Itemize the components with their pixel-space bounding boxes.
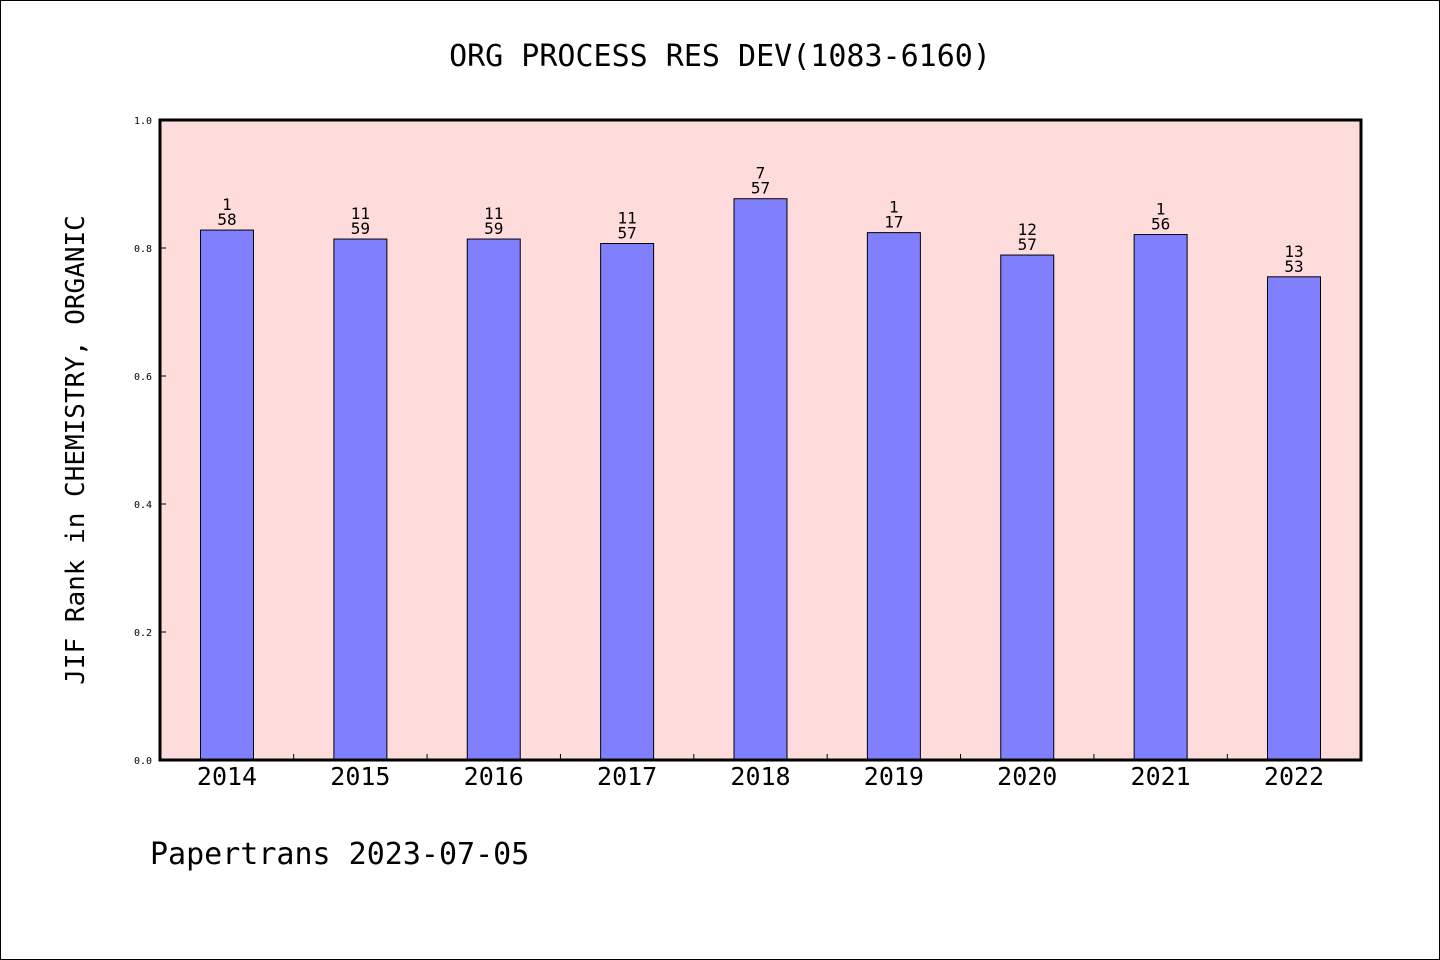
chart-title: ORG PROCESS RES DEV(1083-6160) [449,39,991,74]
x-tick-label-2016: 2016 [464,762,524,791]
bar-total-label-2022: 53 [1284,257,1303,276]
bar-2017 [600,243,655,761]
x-tick-label-2020: 2020 [997,762,1057,791]
x-tick-label-2022: 2022 [1264,762,1324,791]
x-tick-label-2021: 2021 [1131,762,1191,791]
y-tick-label: 0.4 [134,500,152,511]
x-axis: 2014 2015 2016 2017 2018 2019 2020 2021 2022 [197,754,1324,791]
y-tick-label: 0.2 [134,628,152,639]
bar-total-label-2015: 59 [351,219,370,238]
bar-rank-label-2017: 11 [617,209,636,228]
footer-credit: Papertrans 2023-07-05 [150,837,529,872]
y-tick-label: 0.6 [134,372,152,383]
plot-border [158,118,1363,762]
bar-total-label-2020: 57 [1018,235,1037,254]
bar-2018 [733,198,788,761]
bar-rank-label-2016: 11 [484,204,503,223]
bar-rank-label-2022: 13 [1284,242,1303,261]
bars-layer [200,198,1321,761]
bar-total-label-2019: 17 [884,213,903,232]
bar-2016 [466,238,521,761]
y-tick-label: 1.0 [134,116,152,127]
bar-2020 [1000,254,1055,761]
bar-rank-label-2018: 7 [756,164,766,183]
bar-total-label-2016: 59 [484,219,503,238]
bar-total-label-2018: 57 [751,179,770,198]
bar-2014 [200,229,254,761]
x-tick-label-2017: 2017 [597,762,657,791]
bar-2021 [1133,234,1188,761]
bar-rank-label-2020: 12 [1018,220,1037,239]
bar-total-label-2014: 58 [217,210,236,229]
y-tick-label: 0.8 [134,244,152,255]
y-axis-label: JIF Rank in CHEMISTRY, ORGANIC [61,215,91,685]
y-tick-label: 0.0 [134,756,152,767]
bar-total-label-2021: 56 [1151,215,1170,234]
bar-rank-label-2021: 1 [1156,200,1166,219]
bar-2019 [866,232,921,761]
x-tick-label-2018: 2018 [730,762,790,791]
bar-2022 [1267,276,1321,761]
bar-rank-label-2014: 1 [222,195,232,214]
bar-2015 [333,238,388,761]
bar-total-label-2017: 57 [617,224,636,243]
bar-rank-label-2015: 11 [351,204,370,223]
x-tick-label-2014: 2014 [197,762,257,791]
bar-rank-label-2019: 1 [889,198,899,217]
x-tick-label-2019: 2019 [864,762,924,791]
x-tick-label-2015: 2015 [330,762,390,791]
